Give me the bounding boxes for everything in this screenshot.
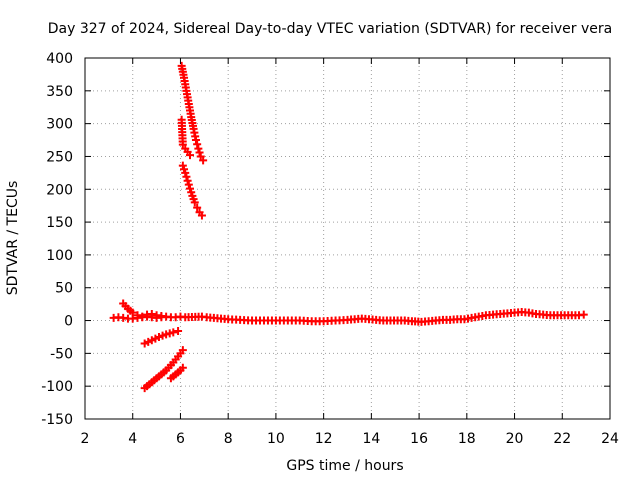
y-tick-label: -150: [41, 412, 73, 428]
y-tick-label: 150: [46, 215, 73, 231]
x-tick-label: 14: [362, 431, 380, 447]
y-tick-label: 250: [46, 149, 73, 165]
data-point: [182, 172, 191, 181]
data-point: [195, 148, 204, 157]
x-tick-label: 8: [224, 431, 233, 447]
y-tick-label: 200: [46, 182, 73, 198]
data-point: [197, 211, 206, 220]
y-tick-label: 50: [55, 281, 73, 297]
data-point: [579, 310, 588, 319]
plot-frame: [84, 57, 611, 420]
x-axis-title: GPS time / hours: [286, 458, 403, 474]
data-point: [174, 327, 183, 336]
data-point: [169, 328, 178, 337]
y-tick-label: 100: [46, 248, 73, 264]
y-tick-label: -100: [41, 379, 73, 395]
data-point: [181, 168, 190, 177]
data-point: [183, 176, 192, 185]
grid-lines: [85, 58, 610, 419]
data-point: [157, 311, 166, 320]
x-tick-label: 20: [506, 431, 524, 447]
x-tick-label: 18: [458, 431, 476, 447]
axis-ticks: 2 4 6 8 10 12 14 16 18 20 22 2440035030025020015010…: [41, 51, 619, 447]
series-ionospheric-trace-lower: [178, 161, 206, 220]
x-tick-label: 4: [128, 431, 137, 447]
series-negative-trace-b: [140, 346, 187, 393]
x-tick-label: 22: [553, 431, 571, 447]
chart-title: Day 327 of 2024, Sidereal Day-to-day VTE…: [48, 21, 612, 37]
x-tick-label: 10: [267, 431, 285, 447]
y-tick-label: 0: [64, 314, 73, 330]
y-tick-label: 350: [46, 84, 73, 100]
y-tick-label: 300: [46, 117, 73, 133]
data-point: [133, 311, 142, 320]
data-point: [138, 312, 147, 321]
x-tick-label: 2: [81, 431, 90, 447]
data-point: [193, 203, 202, 212]
x-tick-label: 12: [315, 431, 333, 447]
data-point: [147, 309, 156, 318]
series-ionospheric-trace-middle: [177, 115, 194, 160]
series-ionospheric-trace-upper: [177, 61, 208, 165]
data-series: [109, 61, 588, 393]
data-point: [194, 144, 203, 153]
data-point: [191, 136, 200, 145]
series-negative-trace-c: [166, 363, 187, 383]
data-point: [178, 363, 187, 372]
data-point: [193, 140, 202, 149]
y-tick-label: -50: [50, 346, 73, 362]
data-point: [184, 180, 193, 189]
x-tick-label: 16: [410, 431, 428, 447]
data-point: [128, 308, 137, 317]
data-point: [186, 151, 194, 160]
y-axis-title: SDTVAR / TECUs: [5, 181, 21, 296]
y-tick-label: 400: [46, 51, 73, 67]
data-point: [199, 156, 208, 165]
data-point: [190, 198, 199, 207]
series-baseline: [109, 308, 588, 326]
x-tick-label: 6: [176, 431, 185, 447]
series-early-recovery: [119, 299, 166, 321]
series-negative-trace-a: [140, 327, 183, 348]
data-point: [178, 346, 187, 355]
x-tick-label: 24: [601, 431, 619, 447]
